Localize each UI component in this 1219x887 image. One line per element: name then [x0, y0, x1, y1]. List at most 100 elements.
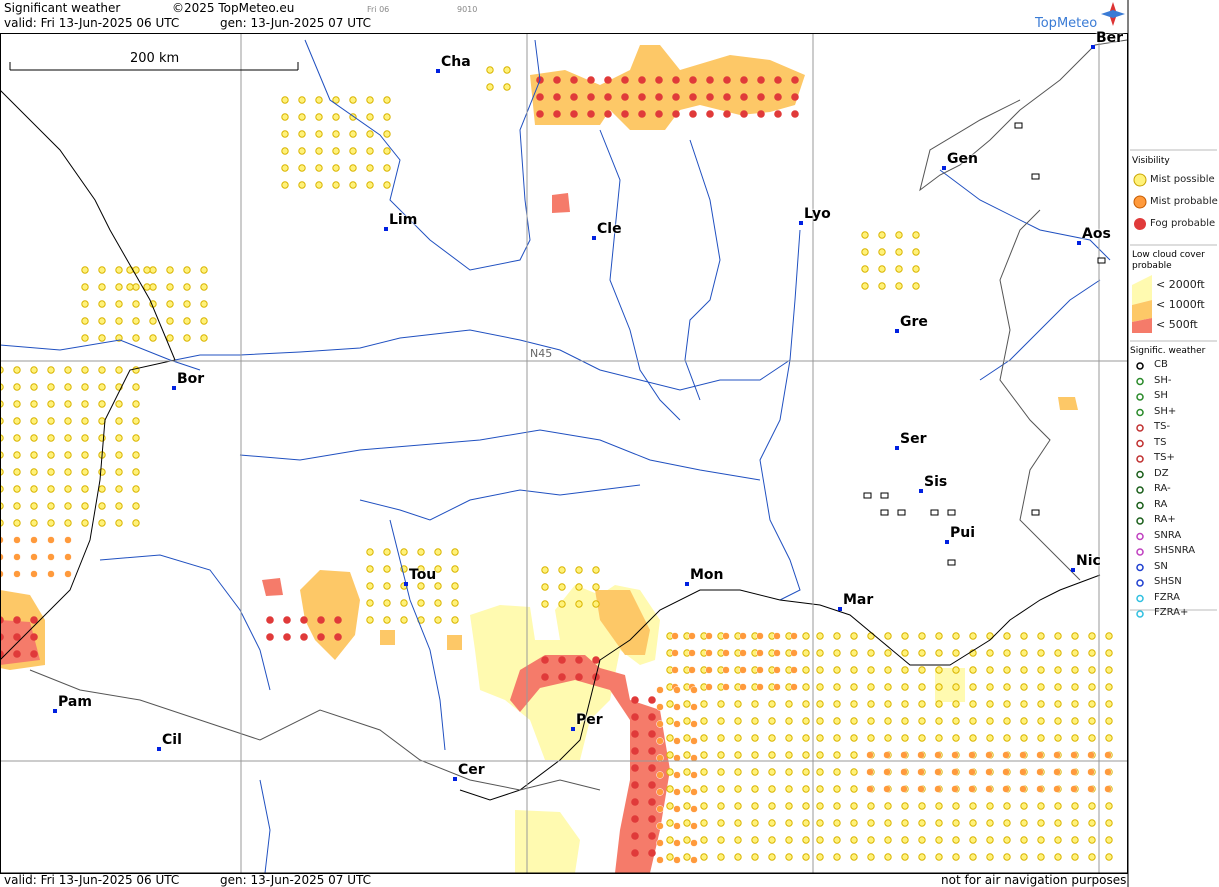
mist-possible-dot	[918, 649, 926, 657]
mist-possible-dot	[1003, 683, 1011, 691]
mist-possible-dot	[918, 632, 926, 640]
mist-possible-dot	[666, 717, 674, 725]
mist-possible-dot	[1003, 717, 1011, 725]
fog-dot	[30, 616, 38, 624]
mist-possible-dot	[785, 853, 793, 861]
mist-possible-dot	[1003, 666, 1011, 674]
mist-possible-dot	[183, 300, 191, 308]
mist-possible-dot	[183, 317, 191, 325]
mist-possible-dot	[901, 632, 909, 640]
mist-probable-dot	[866, 751, 874, 759]
mist-possible-dot	[850, 836, 858, 844]
mist-possible-dot	[132, 334, 140, 342]
mist-possible-dot	[166, 317, 174, 325]
mist-possible-dot	[1054, 717, 1062, 725]
mist-possible-dot	[81, 300, 89, 308]
mist-possible-dot	[734, 700, 742, 708]
mist-possible-dot	[833, 819, 841, 827]
mist-probable-dot	[1070, 785, 1078, 793]
mist-possible-dot	[734, 734, 742, 742]
mist-possible-dot	[1054, 632, 1062, 640]
mist-possible-dot	[802, 683, 810, 691]
mist-possible-dot	[901, 819, 909, 827]
mist-possible-dot	[1071, 853, 1079, 861]
mist-possible-dot	[115, 300, 123, 308]
mist-possible-dot	[802, 819, 810, 827]
legend-weather-icon	[1136, 439, 1144, 448]
fog-dot	[570, 110, 578, 118]
mist-possible-dot	[366, 181, 374, 189]
mist-possible-dot	[850, 649, 858, 657]
mist-probable-dot	[64, 553, 72, 561]
mist-possible-dot	[986, 802, 994, 810]
mist-possible-dot	[785, 734, 793, 742]
legend-item: SH	[1154, 390, 1168, 401]
mist-possible-dot	[1071, 666, 1079, 674]
mist-probable-dot	[756, 632, 764, 640]
city-label: Gen	[947, 151, 978, 167]
mist-possible-dot	[802, 649, 810, 657]
mist-possible-dot	[785, 836, 793, 844]
mist-possible-dot	[1105, 649, 1113, 657]
mist-possible-dot	[850, 734, 858, 742]
mist-possible-dot	[98, 300, 106, 308]
mist-possible-dot	[64, 451, 72, 459]
mist-possible-dot	[833, 785, 841, 793]
rivers	[0, 39, 1111, 874]
mist-possible-dot	[451, 548, 459, 556]
legend-item: DZ	[1154, 467, 1169, 479]
mist-possible-dot	[1088, 683, 1096, 691]
mist-possible-dot	[13, 417, 21, 425]
mist-possible-dot	[768, 734, 776, 742]
mist-possible-dot	[315, 113, 323, 121]
mist-possible-dot	[861, 231, 869, 239]
mist-possible-dot	[901, 717, 909, 725]
mist-possible-dot	[734, 802, 742, 810]
legend-item: Mist possible	[1150, 174, 1215, 185]
mist-probable-dot	[673, 754, 681, 762]
mist-possible-dot	[683, 802, 691, 810]
mist-possible-dot	[541, 566, 549, 574]
mist-possible-dot	[986, 836, 994, 844]
mist-possible-dot	[98, 266, 106, 274]
mist-possible-dot	[683, 819, 691, 827]
mist-possible-dot	[149, 266, 157, 274]
mist-possible-dot	[816, 785, 824, 793]
mist-probable-dot	[673, 839, 681, 847]
fog-dot	[655, 93, 663, 101]
fog-dot	[541, 656, 549, 664]
fog-dot	[575, 673, 583, 681]
city-marker	[799, 221, 803, 225]
mist-possible-dot	[541, 583, 549, 591]
mist-possible-dot	[1105, 717, 1113, 725]
mist-possible-dot	[13, 485, 21, 493]
legend-weather-icon	[1136, 610, 1144, 618]
cb-symbol	[1014, 122, 1023, 129]
mist-probable-dot	[1036, 768, 1044, 776]
mist-possible-dot	[383, 147, 391, 155]
mist-possible-dot	[1037, 717, 1045, 725]
mist-possible-dot	[816, 632, 824, 640]
mist-possible-dot	[1020, 632, 1028, 640]
legend-weather-icon	[1136, 486, 1144, 494]
city-marker	[942, 166, 946, 170]
mist-possible-dot	[592, 566, 600, 574]
mist-possible-dot	[878, 248, 886, 256]
mist-probable-dot	[656, 754, 664, 762]
city-marker	[945, 540, 949, 544]
legend-weather-icon	[1136, 408, 1144, 417]
mist-probable-dot	[883, 768, 891, 776]
mist-probable-dot	[951, 751, 959, 759]
city-label: Ber	[1096, 30, 1124, 46]
legend-item: RA	[1154, 498, 1168, 510]
mist-possible-dot	[13, 451, 21, 459]
mist-possible-dot	[315, 130, 323, 138]
mist-probable-dot	[690, 788, 698, 796]
cb-symbol	[1097, 257, 1106, 264]
mist-possible-dot	[768, 768, 776, 776]
mist-possible-dot	[683, 836, 691, 844]
mist-possible-dot	[13, 502, 21, 510]
mist-possible-dot	[802, 802, 810, 810]
fog-dot	[689, 110, 697, 118]
mist-probable-dot	[690, 703, 698, 711]
